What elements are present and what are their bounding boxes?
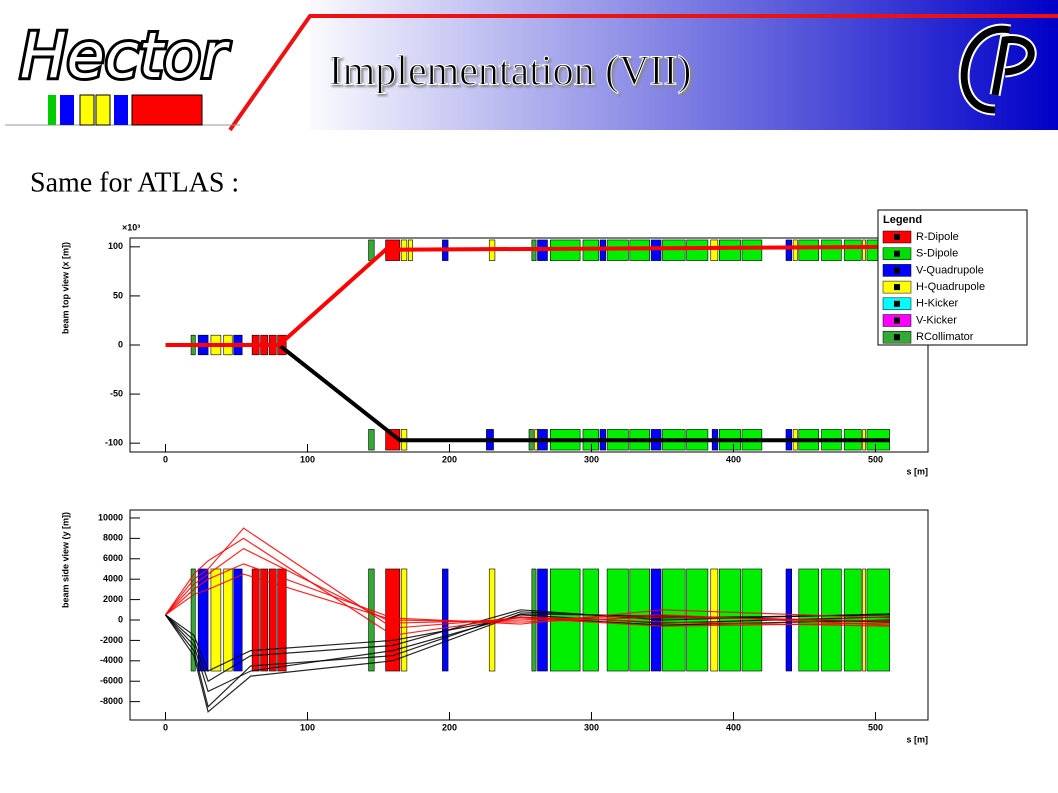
legend-marker xyxy=(894,284,900,291)
y-axis-label: beam top view (x [m]) xyxy=(60,242,70,334)
beam-element xyxy=(710,568,719,672)
beam-element xyxy=(251,568,260,672)
beam-element xyxy=(223,568,233,672)
legend-marker xyxy=(894,300,900,307)
beam-element xyxy=(190,568,196,672)
beam-track xyxy=(165,614,890,672)
y-tick-label: 0 xyxy=(118,339,123,349)
logo: Hector xyxy=(20,19,230,92)
logo-box xyxy=(60,95,74,125)
logo-box xyxy=(79,94,95,126)
logo-box xyxy=(131,94,203,126)
logo-stroke xyxy=(960,25,1011,114)
header-rule xyxy=(228,14,1058,132)
y-tick-label: -2000 xyxy=(100,635,123,645)
y-axis-label: beam side view (y [m]) xyxy=(60,512,70,608)
logo-box xyxy=(48,95,56,125)
y-tick-label: 8000 xyxy=(103,533,123,543)
beam-element xyxy=(710,239,719,261)
slide-title: Implementation (VII) xyxy=(329,49,692,95)
beam-element xyxy=(862,239,866,261)
legend-marker xyxy=(894,267,900,274)
beam-element xyxy=(368,239,375,261)
beam-element xyxy=(741,239,763,261)
x-tick-label: 0 xyxy=(163,454,168,464)
beam-track xyxy=(165,573,890,623)
beam-track xyxy=(165,244,890,347)
beam-element xyxy=(260,568,269,672)
slide-text: Same for ATLAS : xyxy=(30,167,239,198)
x-tick-label: 500 xyxy=(868,722,883,732)
beam-element xyxy=(629,568,650,672)
beam-track xyxy=(165,527,890,629)
beam-element xyxy=(650,239,662,261)
y-tick-label: -50 xyxy=(110,388,123,398)
legend-title: Legend xyxy=(883,214,922,226)
beam-track xyxy=(165,537,890,636)
plot-area xyxy=(165,239,890,451)
legend-label: H-Kicker xyxy=(916,298,959,310)
x-tick-label: 400 xyxy=(726,454,741,464)
y-tick-label: 4000 xyxy=(103,574,123,584)
beam-element xyxy=(718,568,741,672)
y-tick-label: 2000 xyxy=(103,594,123,604)
legend-marker xyxy=(894,317,900,324)
beam-element xyxy=(233,568,243,672)
legend-label: S-Dipole xyxy=(916,248,958,260)
legend-marker xyxy=(894,250,900,257)
x-tick-label: 200 xyxy=(442,722,457,732)
x-tick-label: 100 xyxy=(300,722,315,732)
x-axis-label: s [m] xyxy=(906,466,928,476)
logo-box xyxy=(114,95,128,125)
beam-element xyxy=(798,239,819,261)
plot-area xyxy=(165,527,890,713)
beam-element xyxy=(686,239,709,261)
y-tick-label: 50 xyxy=(113,290,123,300)
beam-track xyxy=(165,563,890,625)
y-tick-label: -4000 xyxy=(100,655,123,665)
y-tick-label: 6000 xyxy=(103,553,123,563)
legend-label: V-Kicker xyxy=(916,314,957,326)
legend-marker xyxy=(894,234,900,240)
beam-element xyxy=(686,568,709,672)
logo-box xyxy=(95,94,111,126)
x-tick-label: 300 xyxy=(584,722,599,732)
beam-element xyxy=(197,568,209,672)
legend-marker xyxy=(894,334,900,341)
logo-beamline xyxy=(48,94,203,126)
beam-element xyxy=(268,568,277,672)
beam-element xyxy=(843,239,862,261)
x-tick-label: 200 xyxy=(442,454,457,464)
beam-element xyxy=(792,239,798,261)
y-tick-label: -6000 xyxy=(100,676,123,686)
x-tick-label: 0 xyxy=(163,722,168,732)
legend-label: RCollimator xyxy=(916,331,974,343)
y-tick-label: -8000 xyxy=(100,696,123,706)
x-tick-label: 300 xyxy=(584,454,599,464)
beam-element xyxy=(718,239,741,261)
y-tick-label: 10000 xyxy=(98,512,123,522)
x-tick-label: 100 xyxy=(300,454,315,464)
y-tick-label: 100 xyxy=(108,241,123,251)
y-multiplier: ×10³ xyxy=(122,222,140,232)
beam-track xyxy=(165,547,890,626)
legend-label: R-Dipole xyxy=(916,231,959,243)
logo-stroke xyxy=(991,36,1035,96)
legend-label: V-Quadrupole xyxy=(916,264,984,276)
beam-element xyxy=(662,239,686,261)
y-tick-label: 0 xyxy=(118,614,123,624)
beam-element xyxy=(785,239,792,261)
y-tick-label: -100 xyxy=(105,438,123,448)
legend-label: H-Quadrupole xyxy=(916,281,985,293)
cp3-logo xyxy=(958,23,1037,116)
beam-element xyxy=(821,239,842,261)
x-tick-label: 400 xyxy=(726,722,741,732)
x-tick-label: 500 xyxy=(868,454,883,464)
beam-element xyxy=(277,568,287,672)
beam-element xyxy=(368,429,375,451)
x-axis-label: s [m] xyxy=(906,734,928,744)
